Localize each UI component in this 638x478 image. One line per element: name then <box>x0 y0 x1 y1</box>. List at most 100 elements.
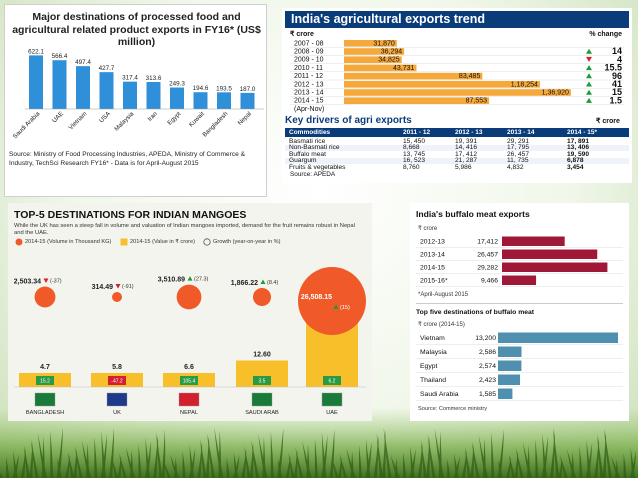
mango-volume-circle <box>176 284 202 310</box>
bar-value-label: 36,294 <box>381 49 403 56</box>
flag-icon <box>321 392 343 407</box>
year-label: 2013 - 14 <box>294 90 324 97</box>
up-arrow-icon <box>586 89 592 95</box>
mango-value-label: 4.7 <box>40 364 50 371</box>
destination-label: Vietnam <box>420 335 445 342</box>
table-cell: 8,668 <box>403 144 420 152</box>
year-label: 2014 - 15 <box>294 98 324 105</box>
bar-egypt <box>170 87 184 109</box>
trend-bar <box>344 56 402 63</box>
grass-blade <box>288 453 295 478</box>
table-cell: 3,454 <box>567 163 584 171</box>
processed-food-panel: Major destinations of processed food and… <box>4 4 267 197</box>
grass-blade <box>73 449 78 478</box>
change-value: 14 <box>612 46 622 56</box>
bar-value-label: 9,466 <box>481 278 498 285</box>
bar-value-label: 497.4 <box>75 59 91 66</box>
table-cell: 4,832 <box>507 163 524 171</box>
grass-blade <box>332 460 339 478</box>
grass-blade <box>109 428 114 478</box>
table-cell: Buffalo meat <box>289 150 326 158</box>
grass-blade <box>359 445 362 478</box>
table-header-cell: 2014 - 15* <box>567 129 597 136</box>
category-label: UAE <box>51 110 65 124</box>
grass-blade <box>454 453 459 478</box>
category-label: Egypt <box>166 110 182 126</box>
flag-icon <box>106 392 128 407</box>
grass-blade <box>410 446 415 478</box>
key-drivers-title: Key drivers of agri exports <box>285 115 412 126</box>
change-value: 96 <box>612 71 622 81</box>
grass-blade <box>376 433 383 478</box>
grass-blade <box>558 458 563 478</box>
bar-value-label: 1,36,920 <box>542 90 569 97</box>
table-cell: Basmati rice <box>289 137 326 145</box>
year-label: 2007 - 08 <box>294 40 324 47</box>
year-label: 2012 - 13 <box>294 81 324 88</box>
trend-bar <box>344 48 405 55</box>
grass-blade <box>338 457 342 478</box>
year-label: 2008 - 09 <box>294 49 324 56</box>
mango-volume-label: 2,503.34 <box>14 279 41 286</box>
key-drivers-source: Source: APEDA <box>290 171 336 178</box>
year-label: 2012-13 <box>420 239 445 246</box>
table-row: Guargum 16, 523 21, 287 11, 735 6,878 <box>285 157 629 165</box>
country-label: UK <box>113 410 121 416</box>
table-cell: 17, 795 <box>507 144 529 152</box>
change-value: 1.5 <box>609 95 622 105</box>
grass-blade <box>471 441 480 478</box>
table-cell: 19, 590 <box>567 150 589 158</box>
mango-value-label: 5.8 <box>112 364 122 371</box>
bar-usa <box>99 72 114 109</box>
bar-value-label: 26,457 <box>477 252 498 259</box>
grass-blade <box>491 432 495 478</box>
down-arrow-icon <box>586 56 592 62</box>
table-cell: 11, 735 <box>507 157 529 165</box>
grass-blade <box>586 440 591 478</box>
grass-blade <box>226 458 230 478</box>
mango-value-growth: 6.2 <box>329 379 336 385</box>
processed-food-title: Major destinations of processed food and… <box>12 11 261 48</box>
unit-label: ₹ crore <box>290 30 314 38</box>
grass-blade <box>383 427 392 478</box>
bar-value-label: 193.5 <box>216 85 232 92</box>
grass-blade <box>417 443 423 478</box>
change-value: 4 <box>617 54 622 64</box>
legend-volume-icon <box>15 238 23 246</box>
grass-blade <box>509 454 516 478</box>
category-label: Iran <box>146 110 159 123</box>
grass-blade <box>597 434 604 478</box>
grass-blade <box>182 451 186 478</box>
legend-volume: 2014-15 (Volume in Thousand KG) <box>25 239 112 245</box>
bar-nepal <box>240 92 255 109</box>
agri-exports-chart: ₹ crore % change 2007 - 08 31,870 2008 - 09 3… <box>290 30 624 113</box>
table-cell: 19, 391 <box>455 137 477 145</box>
grass-blade <box>13 451 18 478</box>
grass-blade <box>112 459 119 478</box>
category-label: Bangladesh <box>201 110 229 138</box>
mango-volume-circle <box>298 267 366 335</box>
category-label: Vietnam <box>67 110 88 131</box>
grass-blade <box>420 440 427 478</box>
bar-value-label: 194.6 <box>193 85 209 92</box>
mango-volume-growth: (15) <box>340 305 350 311</box>
category-label: Kuwait <box>188 110 206 128</box>
mango-value-growth-badge <box>323 376 341 385</box>
grass-blade <box>373 436 379 478</box>
mango-volume-label: 314.49 <box>92 284 114 291</box>
table-cell: 13, 406 <box>567 144 589 152</box>
table-cell: 8,760 <box>403 163 420 171</box>
agri-exports-panel: India's agricultural exports trend ₹ cro… <box>282 8 632 183</box>
grass-blade <box>277 459 283 478</box>
destination-bar <box>498 360 522 371</box>
bar-value-label: 187.0 <box>240 86 256 93</box>
up-arrow-icon <box>586 97 592 103</box>
buffalo-destinations-chart: Vietnam 13,200 Malaysia 2,586 Egypt 2,574 Thai… <box>416 332 623 401</box>
up-arrow-icon <box>586 81 592 87</box>
mango-volume-label: 1,866.22 <box>231 280 258 287</box>
year-label: 2009 - 10 <box>294 57 324 64</box>
bar-value-label: 566.4 <box>52 53 68 60</box>
table-cell: 29, 291 <box>507 137 529 145</box>
buffalo-destinations-unit: ₹ crore (2014-15) <box>418 322 465 328</box>
mango-volume-label: 3,510.89 <box>158 277 185 284</box>
